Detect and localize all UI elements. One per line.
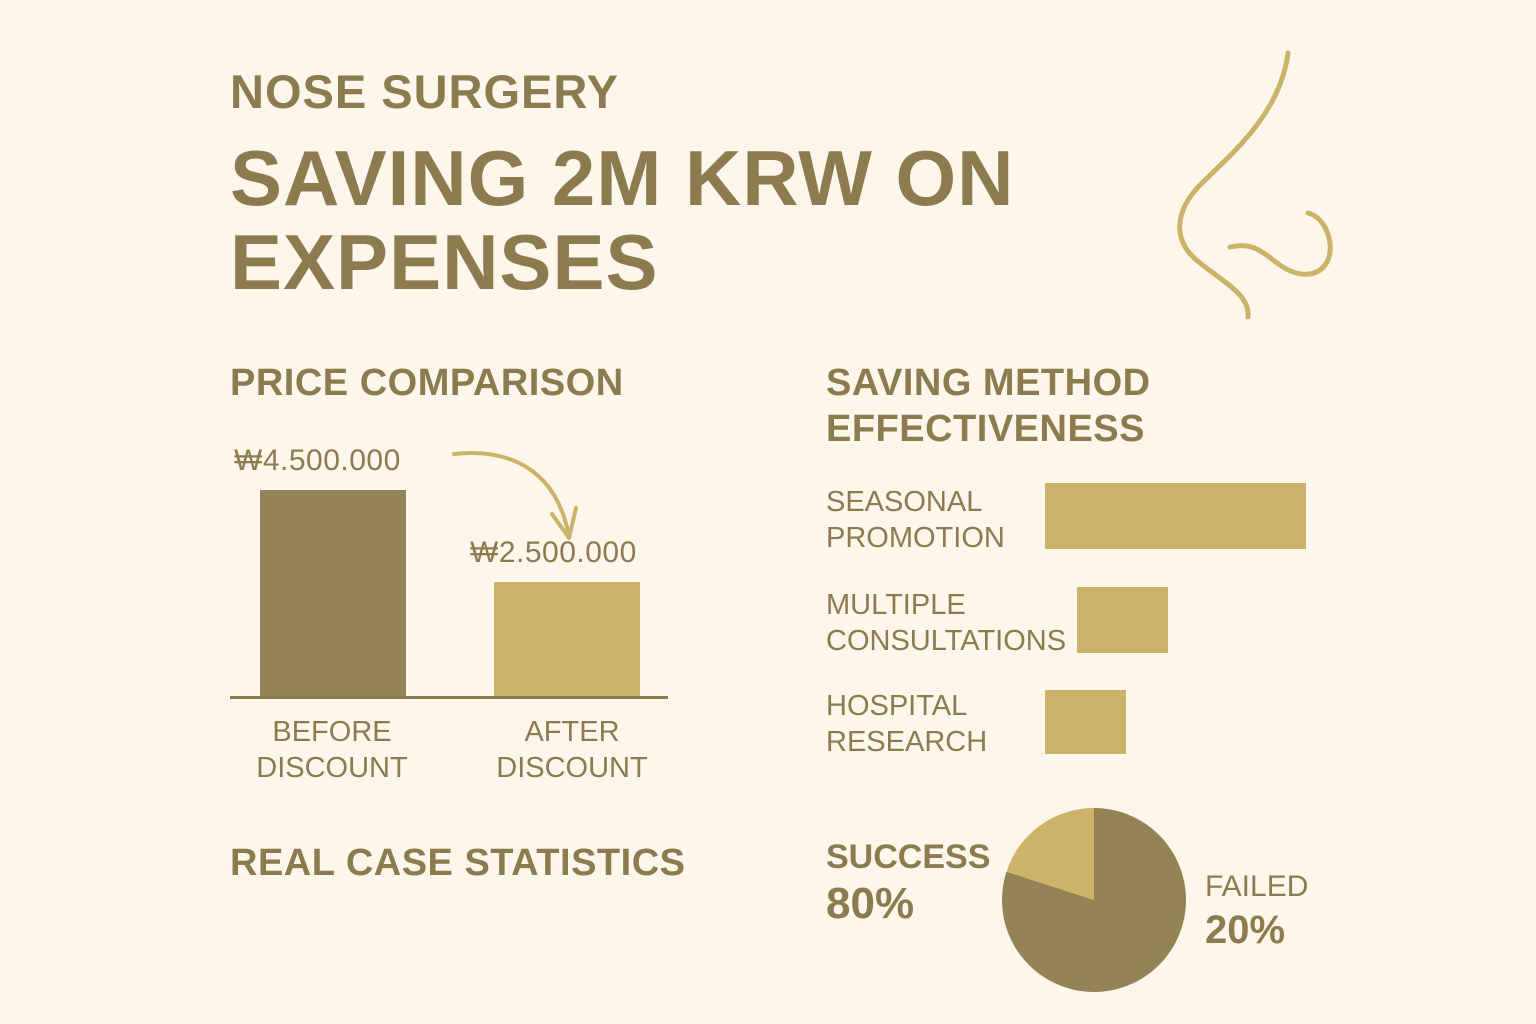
pie-slice-failed: [1006, 808, 1094, 900]
saving-method-heading: SAVING METHOD EFFECTIVENESS: [826, 362, 1151, 450]
kicker-title: NOSE SURGERY: [230, 65, 619, 118]
success-failure-pie-chart: [1002, 808, 1186, 992]
x-axis-line: [230, 696, 668, 699]
bar-seasonal-promotion: [1045, 483, 1306, 549]
bar-value-label: ₩4.500.000: [234, 444, 401, 477]
row-label: SEASONAL PROMOTION: [826, 484, 1029, 556]
slice-value-failed: 20%: [1205, 908, 1286, 952]
slice-label-failed: FAILED: [1205, 870, 1309, 903]
curved-arrow-icon: [452, 451, 578, 540]
bar-hospital-research: [1045, 690, 1126, 754]
row-label: HOSPITAL RESEARCH: [826, 688, 1029, 760]
bar-after-discount: [494, 582, 640, 697]
slice-value-success: 80%: [826, 879, 915, 928]
bar-value-label: ₩2.500.000: [470, 536, 637, 569]
nose-outline-icon: [1177, 50, 1333, 320]
real-case-statistics-heading: REAL CASE STATISTICS: [230, 842, 686, 884]
x-tick-label: BEFORE DISCOUNT: [256, 716, 408, 784]
main-headline: SAVING 2M KRW ON EXPENSES: [230, 134, 1015, 306]
slice-label-success: SUCCESS: [826, 838, 991, 876]
bar-before-discount: [260, 490, 406, 697]
row-label: MULTIPLE CONSULTATIONS: [826, 587, 1077, 659]
price-comparison-heading: PRICE COMPARISON: [230, 362, 624, 404]
x-tick-label: AFTER DISCOUNT: [496, 716, 648, 784]
